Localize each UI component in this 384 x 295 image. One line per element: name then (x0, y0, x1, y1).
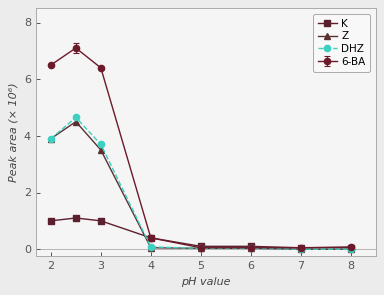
X-axis label: pH value: pH value (181, 277, 230, 287)
Z (48, 137, 53, 140)
K (248, 245, 253, 248)
DHZ (348, 248, 353, 251)
K (149, 236, 153, 240)
Line: DHZ: DHZ (48, 114, 354, 252)
DHZ (199, 247, 203, 250)
Y-axis label: Peak area (× 10⁶): Peak area (× 10⁶) (8, 83, 18, 182)
Z (348, 248, 353, 251)
Z (149, 246, 153, 250)
DHZ (298, 248, 303, 251)
K (348, 246, 353, 250)
DHZ (149, 245, 153, 249)
Line: K: K (48, 215, 354, 251)
Line: Z: Z (48, 119, 354, 252)
DHZ (248, 247, 253, 250)
K (99, 219, 103, 223)
K (48, 219, 53, 223)
Z (199, 247, 203, 250)
K (74, 216, 78, 220)
Z (99, 148, 103, 152)
Z (298, 248, 303, 251)
Legend: K, Z, DHZ, 6-BA: K, Z, DHZ, 6-BA (313, 14, 371, 72)
K (298, 246, 303, 250)
DHZ (99, 142, 103, 146)
Z (248, 247, 253, 250)
DHZ (48, 137, 53, 140)
DHZ (74, 116, 78, 119)
Z (74, 120, 78, 123)
K (199, 245, 203, 248)
